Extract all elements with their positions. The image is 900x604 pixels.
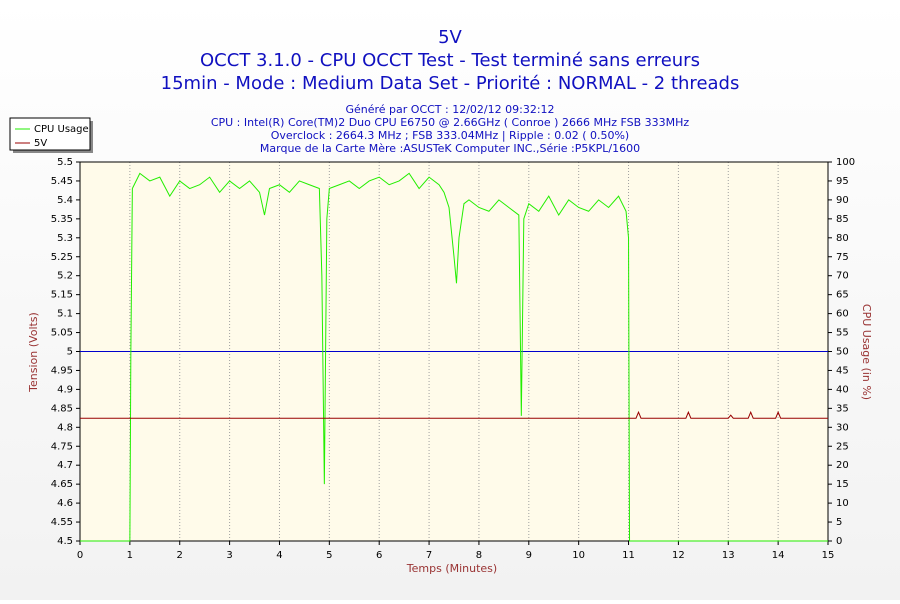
y2-tick-label: 15 (836, 479, 849, 490)
y-tick-label: 5 (67, 347, 73, 358)
x-tick-label: 13 (722, 550, 735, 561)
x-tick-label: 0 (77, 550, 83, 561)
x-tick-label: 15 (822, 550, 835, 561)
info-line: Marque de la Carte Mère :ASUSTeK Compute… (260, 142, 640, 155)
x-axis-label: Temps (Minutes) (406, 562, 497, 575)
chart-title: 5V (438, 27, 462, 48)
legend: CPU Usage 5V (9, 117, 93, 153)
x-tick-label: 7 (426, 550, 432, 561)
y-tick-label: 5.25 (51, 252, 73, 263)
y-tick-label: 5.15 (51, 290, 73, 301)
y-tick-label: 4.9 (57, 384, 73, 395)
info-line: Overclock : 2664.3 MHz ; FSB 333.04MHz |… (271, 129, 629, 142)
y-tick-label: 4.75 (51, 441, 73, 452)
y-tick-label: 5.5 (57, 157, 73, 168)
subtitle: 15min - Mode : Medium Data Set - Priorit… (161, 73, 740, 94)
y-tick-label: 5.4 (57, 195, 73, 206)
x-tick-label: 10 (572, 550, 585, 561)
x-tick-label: 8 (476, 550, 482, 561)
y-tick-label: 4.7 (57, 460, 73, 471)
y2-tick-label: 100 (836, 157, 855, 168)
y-tick-label: 4.6 (57, 498, 73, 509)
y2-axis-label: CPU Usage (in %) (860, 304, 873, 400)
y2-tick-label: 60 (836, 309, 849, 320)
x-tick-label: 5 (326, 550, 332, 561)
x-tick-label: 12 (672, 550, 685, 561)
y2-tick-label: 55 (836, 328, 849, 339)
y2-tick-label: 90 (836, 195, 849, 206)
y-tick-label: 5.05 (51, 328, 73, 339)
y2-tick-label: 45 (836, 365, 849, 376)
y-tick-label: 4.95 (51, 365, 73, 376)
y2-tick-label: 50 (836, 347, 849, 358)
y2-tick-label: 75 (836, 252, 849, 263)
y2-tick-label: 95 (836, 176, 849, 187)
y2-tick-label: 20 (836, 460, 849, 471)
y-axis-label: Tension (Volts) (27, 312, 40, 393)
y-tick-label: 5.3 (57, 233, 73, 244)
x-tick-label: 11 (622, 550, 635, 561)
x-tick-label: 9 (526, 550, 532, 561)
legend-label: CPU Usage (34, 124, 89, 135)
y2-tick-label: 65 (836, 290, 849, 301)
y-tick-label: 5.35 (51, 214, 73, 225)
y2-tick-label: 85 (836, 214, 849, 225)
y2-tick-label: 30 (836, 422, 849, 433)
y-tick-label: 4.5 (57, 536, 73, 547)
y2-tick-label: 70 (836, 271, 849, 282)
series-line (80, 172, 828, 542)
y-tick-label: 4.65 (51, 479, 73, 490)
x-tick-label: 3 (226, 550, 232, 561)
y2-tick-label: 80 (836, 233, 849, 244)
y-tick-label: 5.45 (51, 176, 73, 187)
info-line: Généré par OCCT : 12/02/12 09:32:12 (345, 103, 554, 116)
y2-tick-label: 5 (836, 517, 842, 528)
y2-tick-label: 40 (836, 384, 849, 395)
x-tick-label: 2 (177, 550, 183, 561)
x-tick-label: 14 (772, 550, 785, 561)
y-tick-label: 5.1 (57, 309, 73, 320)
x-tick-label: 1 (127, 550, 133, 561)
y-tick-label: 4.8 (57, 422, 73, 433)
subtitle: OCCT 3.1.0 - CPU OCCT Test - Test termin… (200, 50, 700, 71)
legend-box (9, 117, 91, 151)
y2-tick-label: 35 (836, 403, 849, 414)
y-tick-label: 4.55 (51, 517, 73, 528)
y2-tick-label: 10 (836, 498, 849, 509)
y2-tick-label: 0 (836, 536, 842, 547)
x-tick-label: 6 (376, 550, 382, 561)
y2-tick-label: 25 (836, 441, 849, 452)
y-tick-label: 4.85 (51, 403, 73, 414)
series-line (80, 410, 828, 419)
info-line: CPU : Intel(R) Core(TM)2 Duo CPU E6750 @… (211, 116, 690, 129)
y-tick-label: 5.2 (57, 271, 73, 282)
x-tick-label: 4 (276, 550, 282, 561)
legend-label: 5V (34, 138, 47, 149)
